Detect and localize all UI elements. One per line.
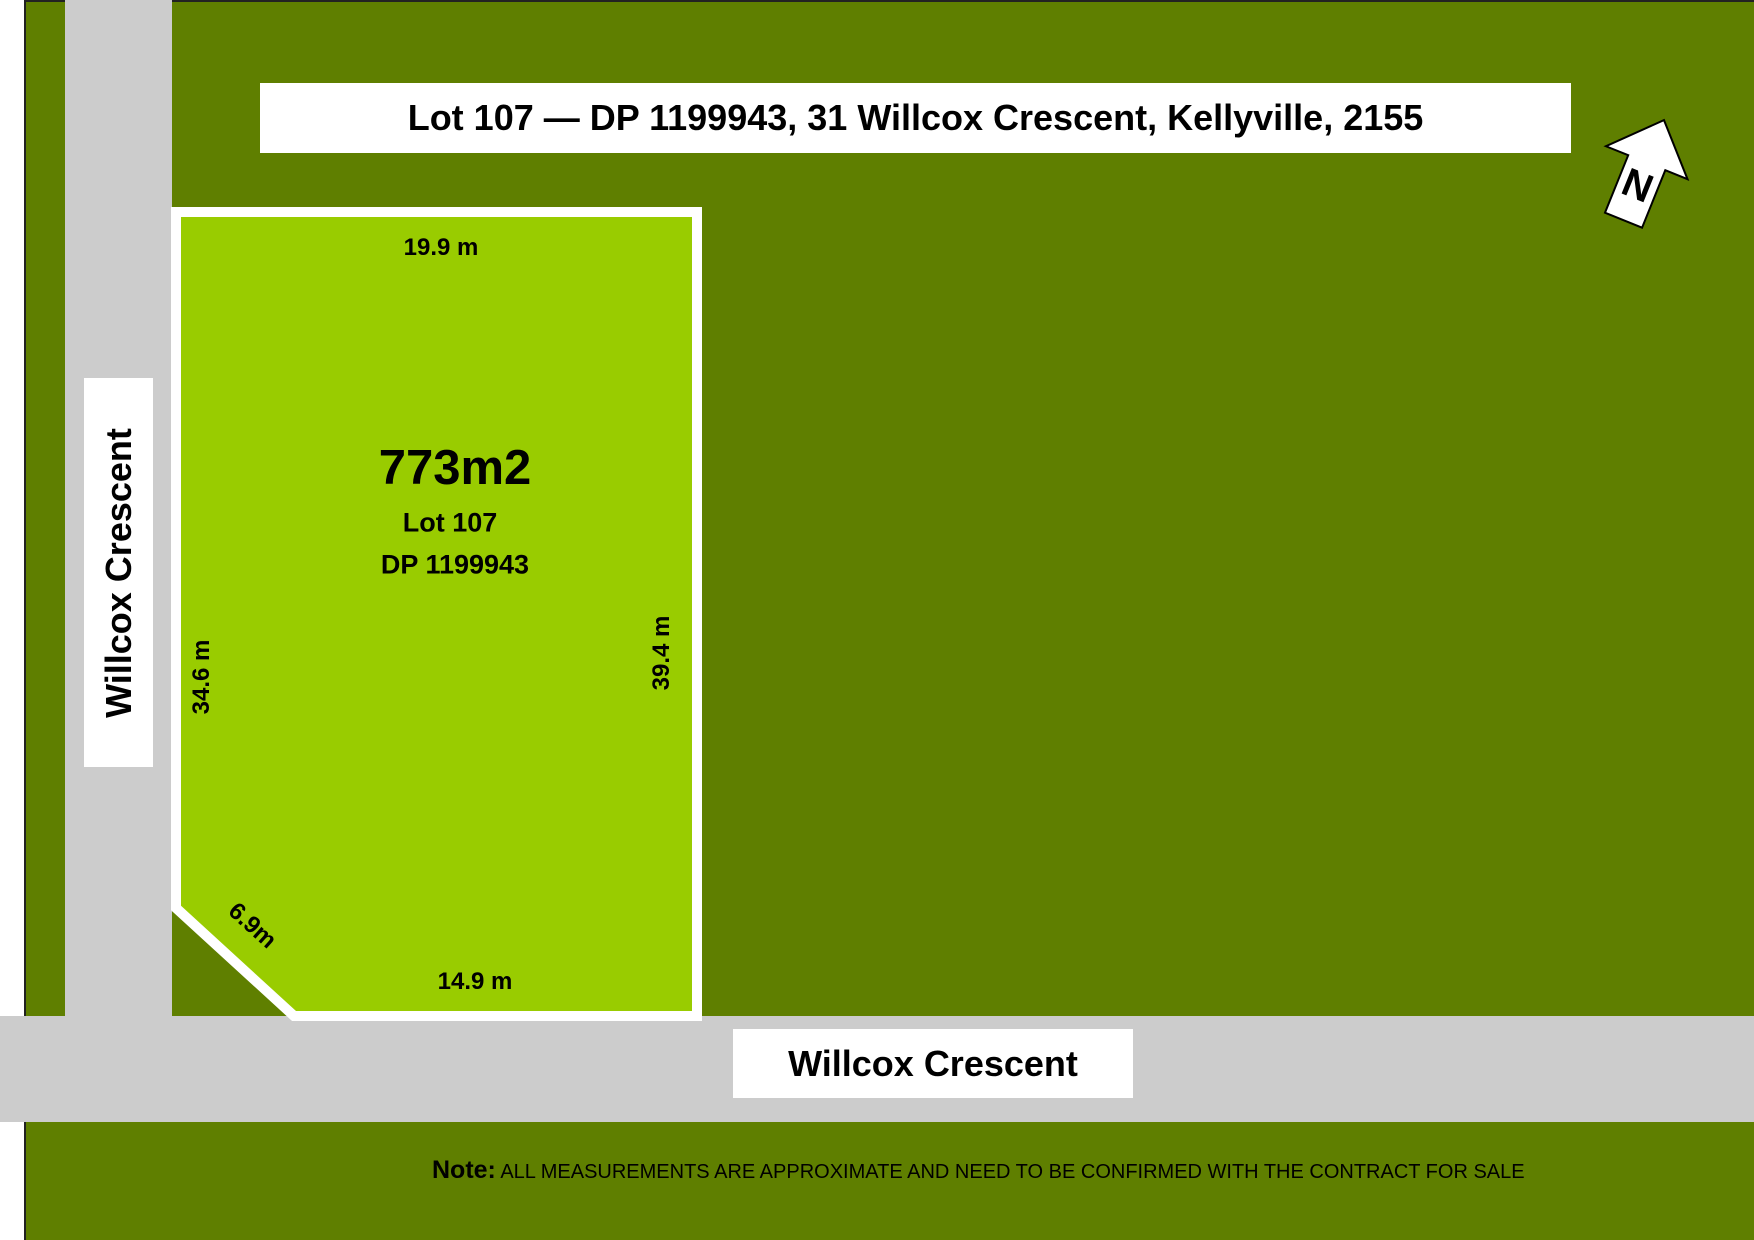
page-title: Lot 107 — DP 1199943, 31 Willcox Crescen… (260, 83, 1571, 153)
top-border (24, 0, 1754, 2)
dimension-top: 19.9 m (403, 234, 479, 261)
note-label: Note: (432, 1156, 496, 1184)
lot-area: 773m2 (378, 441, 532, 495)
dimension-bottom: 14.9 m (437, 968, 513, 995)
disclaimer-note: Note: ALL MEASUREMENTS ARE APPROXIMATE A… (432, 1156, 1525, 1185)
north-arrow-icon: N (1603, 118, 1690, 230)
note-text: ALL MEASUREMENTS ARE APPROXIMATE AND NEE… (500, 1161, 1525, 1183)
dimension-right: 39.4 m (648, 615, 675, 691)
side-street-label: Willcox Crescent (84, 378, 153, 767)
front-street-label: Willcox Crescent (733, 1029, 1133, 1098)
lot-boundary (171, 207, 702, 1021)
side-street-name: Willcox Crescent (97, 427, 139, 718)
deposited-plan: DP 1199943 (380, 549, 530, 580)
lot-number: Lot 107 (402, 507, 498, 538)
dimension-left: 34.6 m (188, 639, 215, 715)
